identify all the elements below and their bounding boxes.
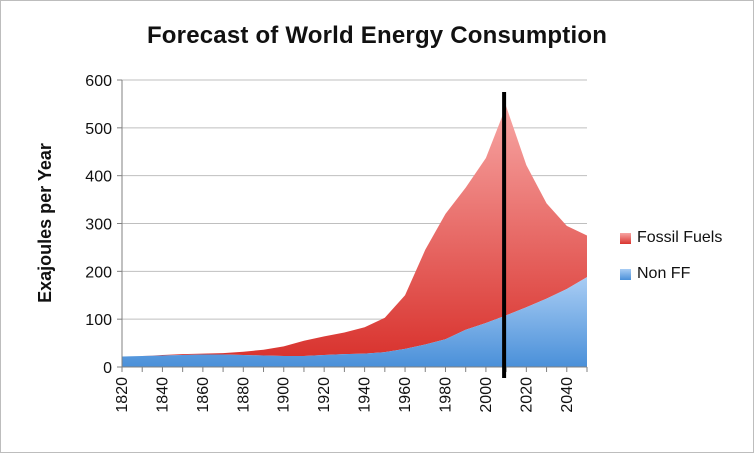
x-tick-label-1920: 1920 [316, 377, 333, 413]
x-tick-label-1860: 1860 [195, 377, 212, 413]
legend-item-non-ff: Non FF [620, 262, 722, 286]
y-tick-label-300: 300 [85, 217, 112, 234]
x-tick-label-1820: 1820 [114, 377, 131, 413]
x-tick-label-1880: 1880 [235, 377, 252, 413]
x-tick-label-1960: 1960 [397, 377, 414, 413]
chart-title: Forecast of World Energy Consumption [146, 22, 608, 49]
y-tick-label-500: 500 [85, 121, 112, 138]
x-tick-label-2000: 2000 [478, 377, 495, 413]
area-fossil-fuels [122, 106, 587, 357]
x-tick-label-1840: 1840 [154, 377, 171, 413]
x-tick-label-1900: 1900 [276, 377, 293, 413]
area-non-ff [122, 277, 587, 367]
x-tick-label-1940: 1940 [357, 377, 374, 413]
legend: Fossil Fuels Non FF [620, 226, 722, 298]
y-tick-label-100: 100 [85, 312, 112, 329]
x-tick-label-1980: 1980 [437, 377, 454, 413]
y-axis-label: Exajoules per Year [35, 143, 55, 303]
y-tick-label-400: 400 [85, 169, 112, 186]
legend-swatch-non-ff [620, 268, 631, 280]
legend-label-non-ff: Non FF [637, 265, 691, 282]
y-tick-label-0: 0 [103, 360, 112, 377]
legend-label-fossil-fuels: Fossil Fuels [637, 229, 723, 246]
y-tick-label-200: 200 [85, 264, 112, 281]
x-tick-label-2020: 2020 [518, 377, 535, 413]
legend-swatch-fossil-fuels [620, 232, 631, 244]
y-tick-label-600: 600 [85, 73, 112, 90]
x-tick-label-2040: 2040 [559, 377, 576, 413]
legend-item-fossil-fuels: Fossil Fuels [620, 226, 722, 250]
